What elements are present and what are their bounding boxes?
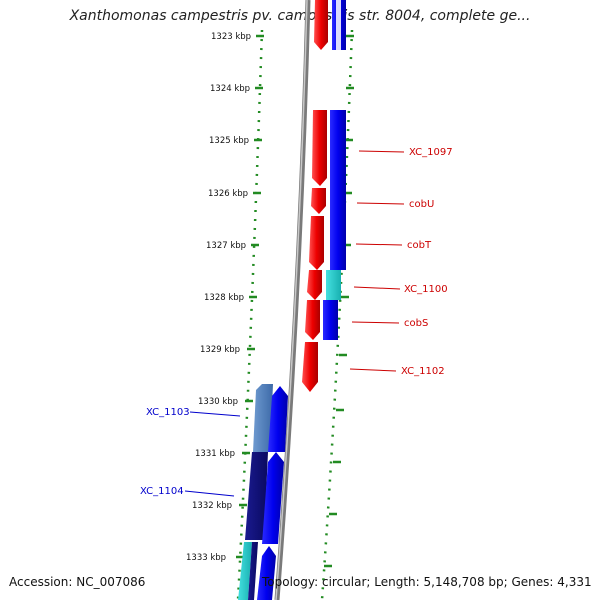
gene-label-cobu[interactable]: cobU (409, 199, 434, 210)
gene-cyan-bottom[interactable] (238, 542, 252, 600)
genome-backbone-highlight (275, 0, 308, 600)
tick-label: 1324 kbp (210, 84, 250, 94)
gene-cobs[interactable] (305, 300, 320, 340)
gene-dark-bottom[interactable] (248, 542, 258, 600)
gene-reverse-long[interactable] (330, 110, 346, 270)
tick-label: 1330 kbp (198, 397, 238, 407)
gene-cobu[interactable] (311, 188, 326, 214)
gene-label-leader-xc1104 (184, 490, 235, 497)
tick-label: 1323 kbp (211, 32, 251, 42)
tick-label: 1328 kbp (204, 293, 244, 303)
gene-label-leader-xc1103 (189, 411, 241, 417)
tick-label: 1325 kbp (209, 136, 249, 146)
genome-backbone (274, 0, 311, 600)
gene-reverse-bottom-2[interactable] (262, 452, 284, 544)
gene-reverse-bottom-3[interactable] (257, 546, 276, 600)
gene-label-xc1103[interactable]: XC_1103 (146, 407, 190, 418)
gene-xc1100[interactable] (307, 270, 322, 300)
gene-xc1097[interactable] (312, 110, 327, 186)
tick-label: 1332 kbp (192, 501, 232, 511)
tick-label: 1327 kbp (206, 241, 246, 251)
tick-label: 1329 kbp (200, 345, 240, 355)
ruler-arc-right (320, 29, 354, 600)
gene-label-xc1100[interactable]: XC_1100 (404, 284, 448, 295)
ruler-tick-labels: 1323 kbp 1324 kbp 1325 kbp 1326 kbp 1327… (186, 32, 251, 563)
gene-label-xc1102[interactable]: XC_1102 (401, 366, 445, 377)
gene-cobt[interactable] (309, 216, 324, 270)
ruler-arc-left (236, 29, 264, 600)
gene-forward[interactable] (314, 0, 328, 50)
tick-label: 1331 kbp (195, 449, 235, 459)
tick-label: 1333 kbp (186, 553, 226, 563)
gene-label-xc1104[interactable]: XC_1104 (140, 486, 184, 497)
gene-xc1102[interactable] (302, 342, 318, 392)
genome-stats-label: Topology: circular; Length: 5,148,708 bp… (262, 575, 592, 589)
gene-xc1104[interactable] (245, 452, 268, 540)
gene-reverse-cyan[interactable] (326, 270, 341, 300)
gene-label-cobs[interactable]: cobS (404, 318, 428, 329)
gene-label-cobt[interactable]: cobT (407, 240, 432, 251)
gene-reverse-bottom-1[interactable] (268, 386, 288, 452)
gene-label-leaders (349, 150, 405, 372)
gene-label-xc1097[interactable]: XC_1097 (409, 147, 453, 158)
gene-reverse-highlight (336, 0, 341, 50)
genome-title: Xanthomonas campestris pv. campestris st… (69, 8, 531, 24)
gene-reverse-short[interactable] (323, 300, 338, 340)
tick-label: 1326 kbp (208, 189, 248, 199)
gene-xc1103[interactable] (253, 384, 273, 452)
accession-label: Accession: NC_007086 (9, 575, 146, 589)
